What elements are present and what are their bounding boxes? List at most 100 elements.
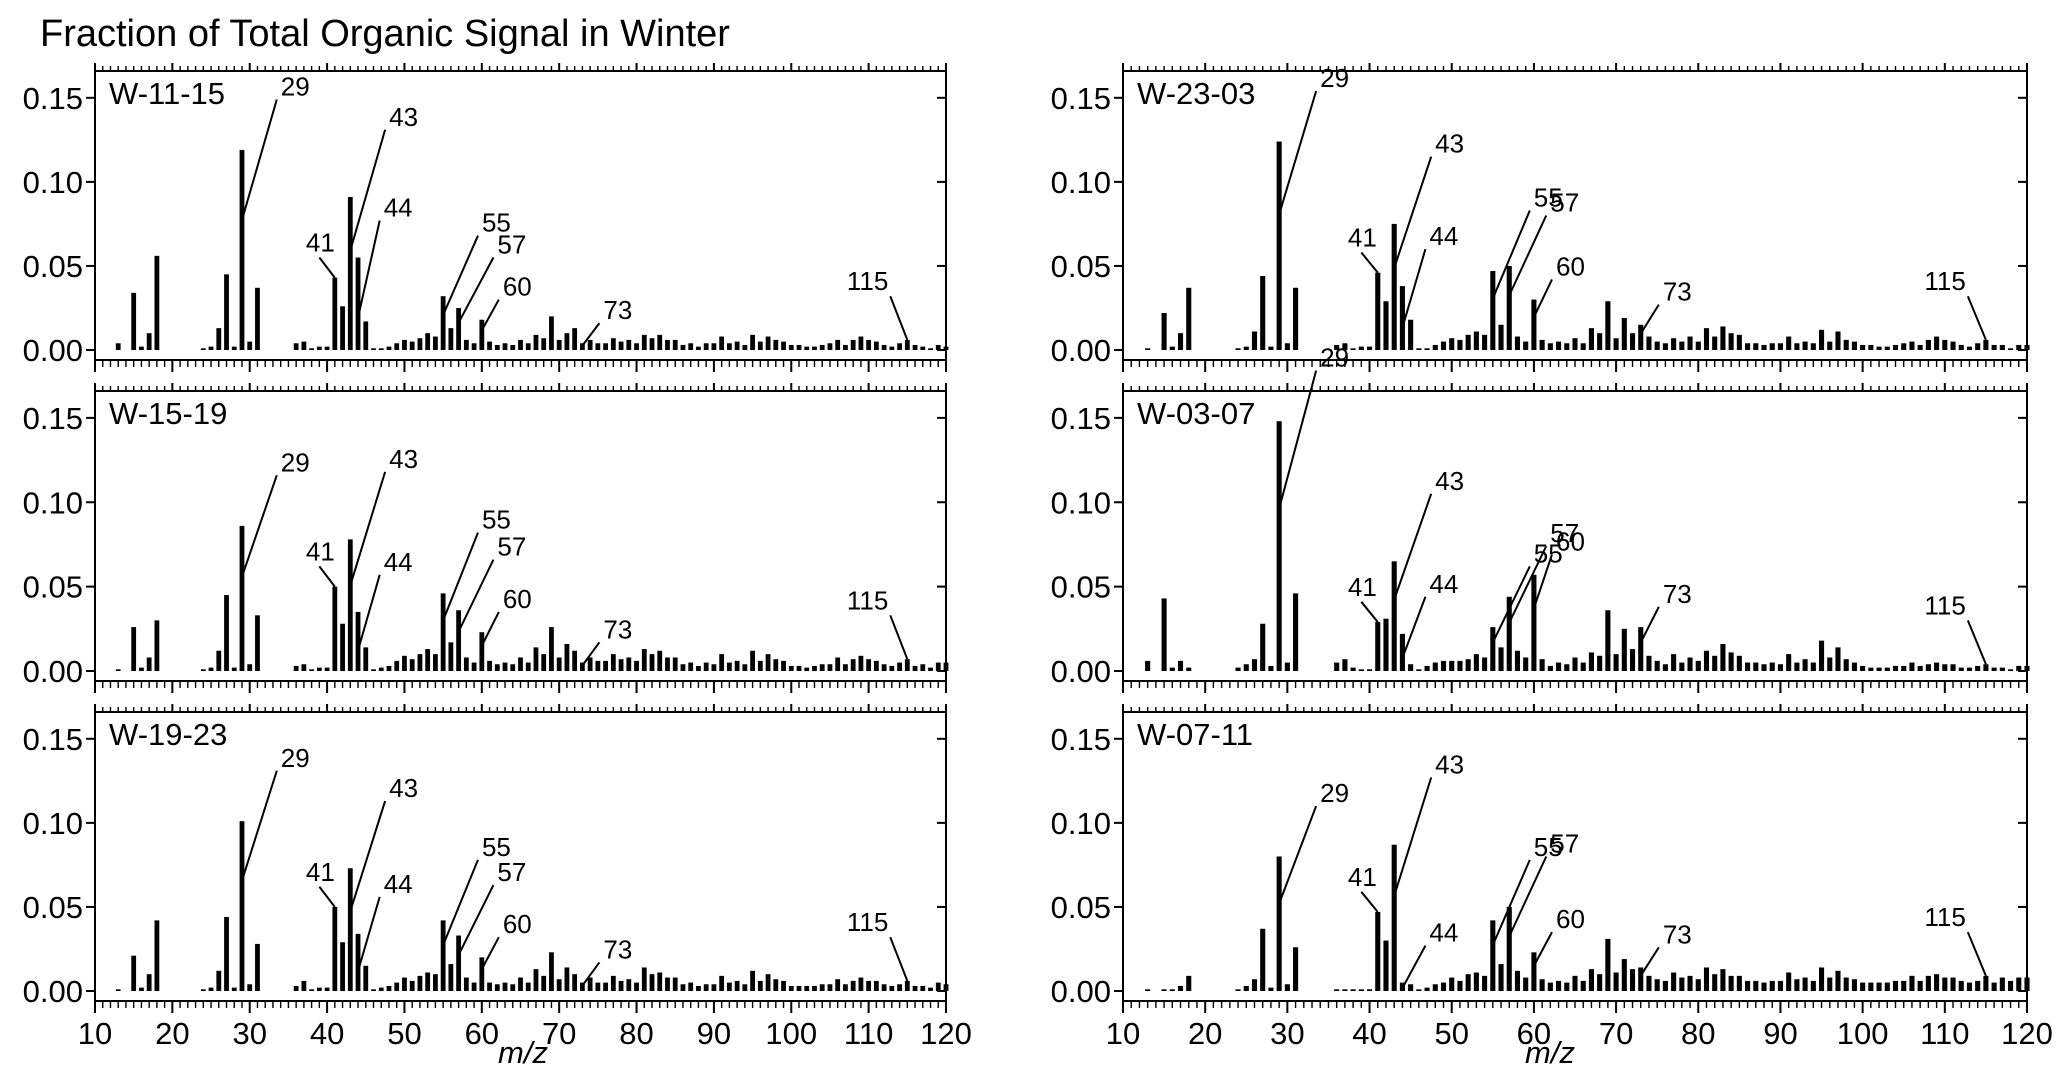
bar-mz-71 [1621,959,1627,991]
bar-mz-29 [239,525,245,671]
bar-mz-65 [518,977,523,991]
bar-mz-54 [1482,657,1488,671]
bar-mz-16 [1169,667,1175,671]
bar-mz-72 [1629,969,1636,991]
bar-mz-83 [657,972,663,991]
x-tick-label: 20 [1188,1016,1222,1051]
bar-mz-92 [726,662,732,671]
bar-mz-41 [1375,622,1381,671]
bar-mz-110 [1942,664,1948,671]
bar-mz-47 [378,667,384,671]
y-tick-label: 0.00 [23,654,83,689]
bar-mz-77 [1671,972,1677,991]
peak-label-73: 73 [603,295,632,325]
bar-mz-111 [1950,977,1956,991]
bar-mz-79 [626,339,632,350]
peak-label-115: 115 [1924,590,1965,620]
bar-mz-101 [1868,667,1874,671]
bar-mz-104 [819,984,825,991]
bar-mz-41 [332,277,338,350]
bar-mz-116 [912,985,918,991]
bar-mz-68 [541,975,547,991]
bar-mz-109 [1934,336,1940,350]
peak-label-115: 115 [847,266,888,296]
peak-leader [480,936,500,970]
bar-mz-41 [1375,272,1381,350]
bar-mz-67 [1588,652,1594,671]
bar-mz-56 [448,642,454,671]
peak-leader [1401,596,1427,659]
bar-mz-117 [920,985,926,991]
bar-mz-39 [316,667,322,671]
peak-leader [357,220,381,318]
bar-mz-108 [1925,975,1931,991]
bar-mz-75 [595,982,601,991]
bar-mz-47 [378,348,384,350]
bar-mz-44 [355,933,361,991]
bar-mz-48 [1432,662,1438,671]
bar-mz-93 [734,341,740,350]
bar-mz-66 [525,343,531,350]
panel-label: W-03-07 [1137,396,1255,431]
bar-mz-39 [1358,989,1364,991]
bar-mz-25 [208,346,214,350]
x-tick-label: 10 [1106,1016,1140,1051]
peak-label-55: 55 [482,208,511,238]
bar-mz-120 [943,984,949,991]
bar-mz-90 [1777,664,1784,671]
peak-leader [1401,248,1427,328]
bar-mz-17 [1177,660,1184,671]
peak-leader [442,859,479,946]
bar-mz-72 [572,328,578,350]
bar-mz-84 [1728,652,1734,671]
bar-mz-113 [1966,346,1973,350]
y-tick-label: 0.15 [1051,81,1111,116]
bar-mz-119 [2016,344,2022,350]
bar-mz-83 [657,650,663,671]
bar-mz-25 [1243,985,1249,991]
bar-mz-59 [471,982,477,991]
bar-mz-99 [781,341,786,350]
bar-mz-66 [525,982,531,991]
bar-mz-65 [518,339,523,350]
bar-mz-112 [1958,980,1964,991]
panel-label: W-19-23 [109,717,227,752]
bar-mz-105 [827,664,833,671]
bar-mz-69 [549,952,554,991]
bar-mz-69 [549,627,554,671]
peak-label-57: 57 [497,532,526,562]
bar-mz-113 [889,985,895,991]
bar-mz-86 [1745,662,1751,671]
bar-mz-39 [1358,346,1364,350]
bar-mz-100 [788,665,794,671]
bar-mz-65 [1572,975,1578,991]
bar-mz-31 [255,287,260,350]
bar-mz-30 [1284,984,1290,991]
bar-mz-98 [1843,339,1849,350]
peak-label-29: 29 [1320,63,1349,93]
bar-mz-54 [433,974,438,991]
bar-mz-103 [812,985,817,991]
bar-mz-71 [564,644,570,671]
bar-mz-79 [1687,657,1693,671]
bar-mz-39 [316,346,322,350]
peak-leader [318,565,336,588]
y-tick-label: 0.15 [1051,401,1111,436]
bar-mz-16 [1169,989,1175,991]
bar-mz-109 [858,336,864,350]
peak-label-43: 43 [389,444,418,474]
bar-mz-104 [819,664,825,671]
bar-mz-54 [1482,975,1488,991]
bar-mz-24 [200,669,206,671]
bar-mz-29 [1276,421,1282,671]
bar-mz-13 [1145,348,1151,350]
bar-mz-78 [1679,662,1685,671]
bar-mz-36 [293,665,299,671]
bar-mz-28 [231,667,237,671]
x-tick-label: 120 [2001,1016,2053,1051]
bar-mz-112 [1958,344,1964,350]
bar-mz-89 [1769,343,1775,350]
bar-mz-27 [1260,623,1266,671]
